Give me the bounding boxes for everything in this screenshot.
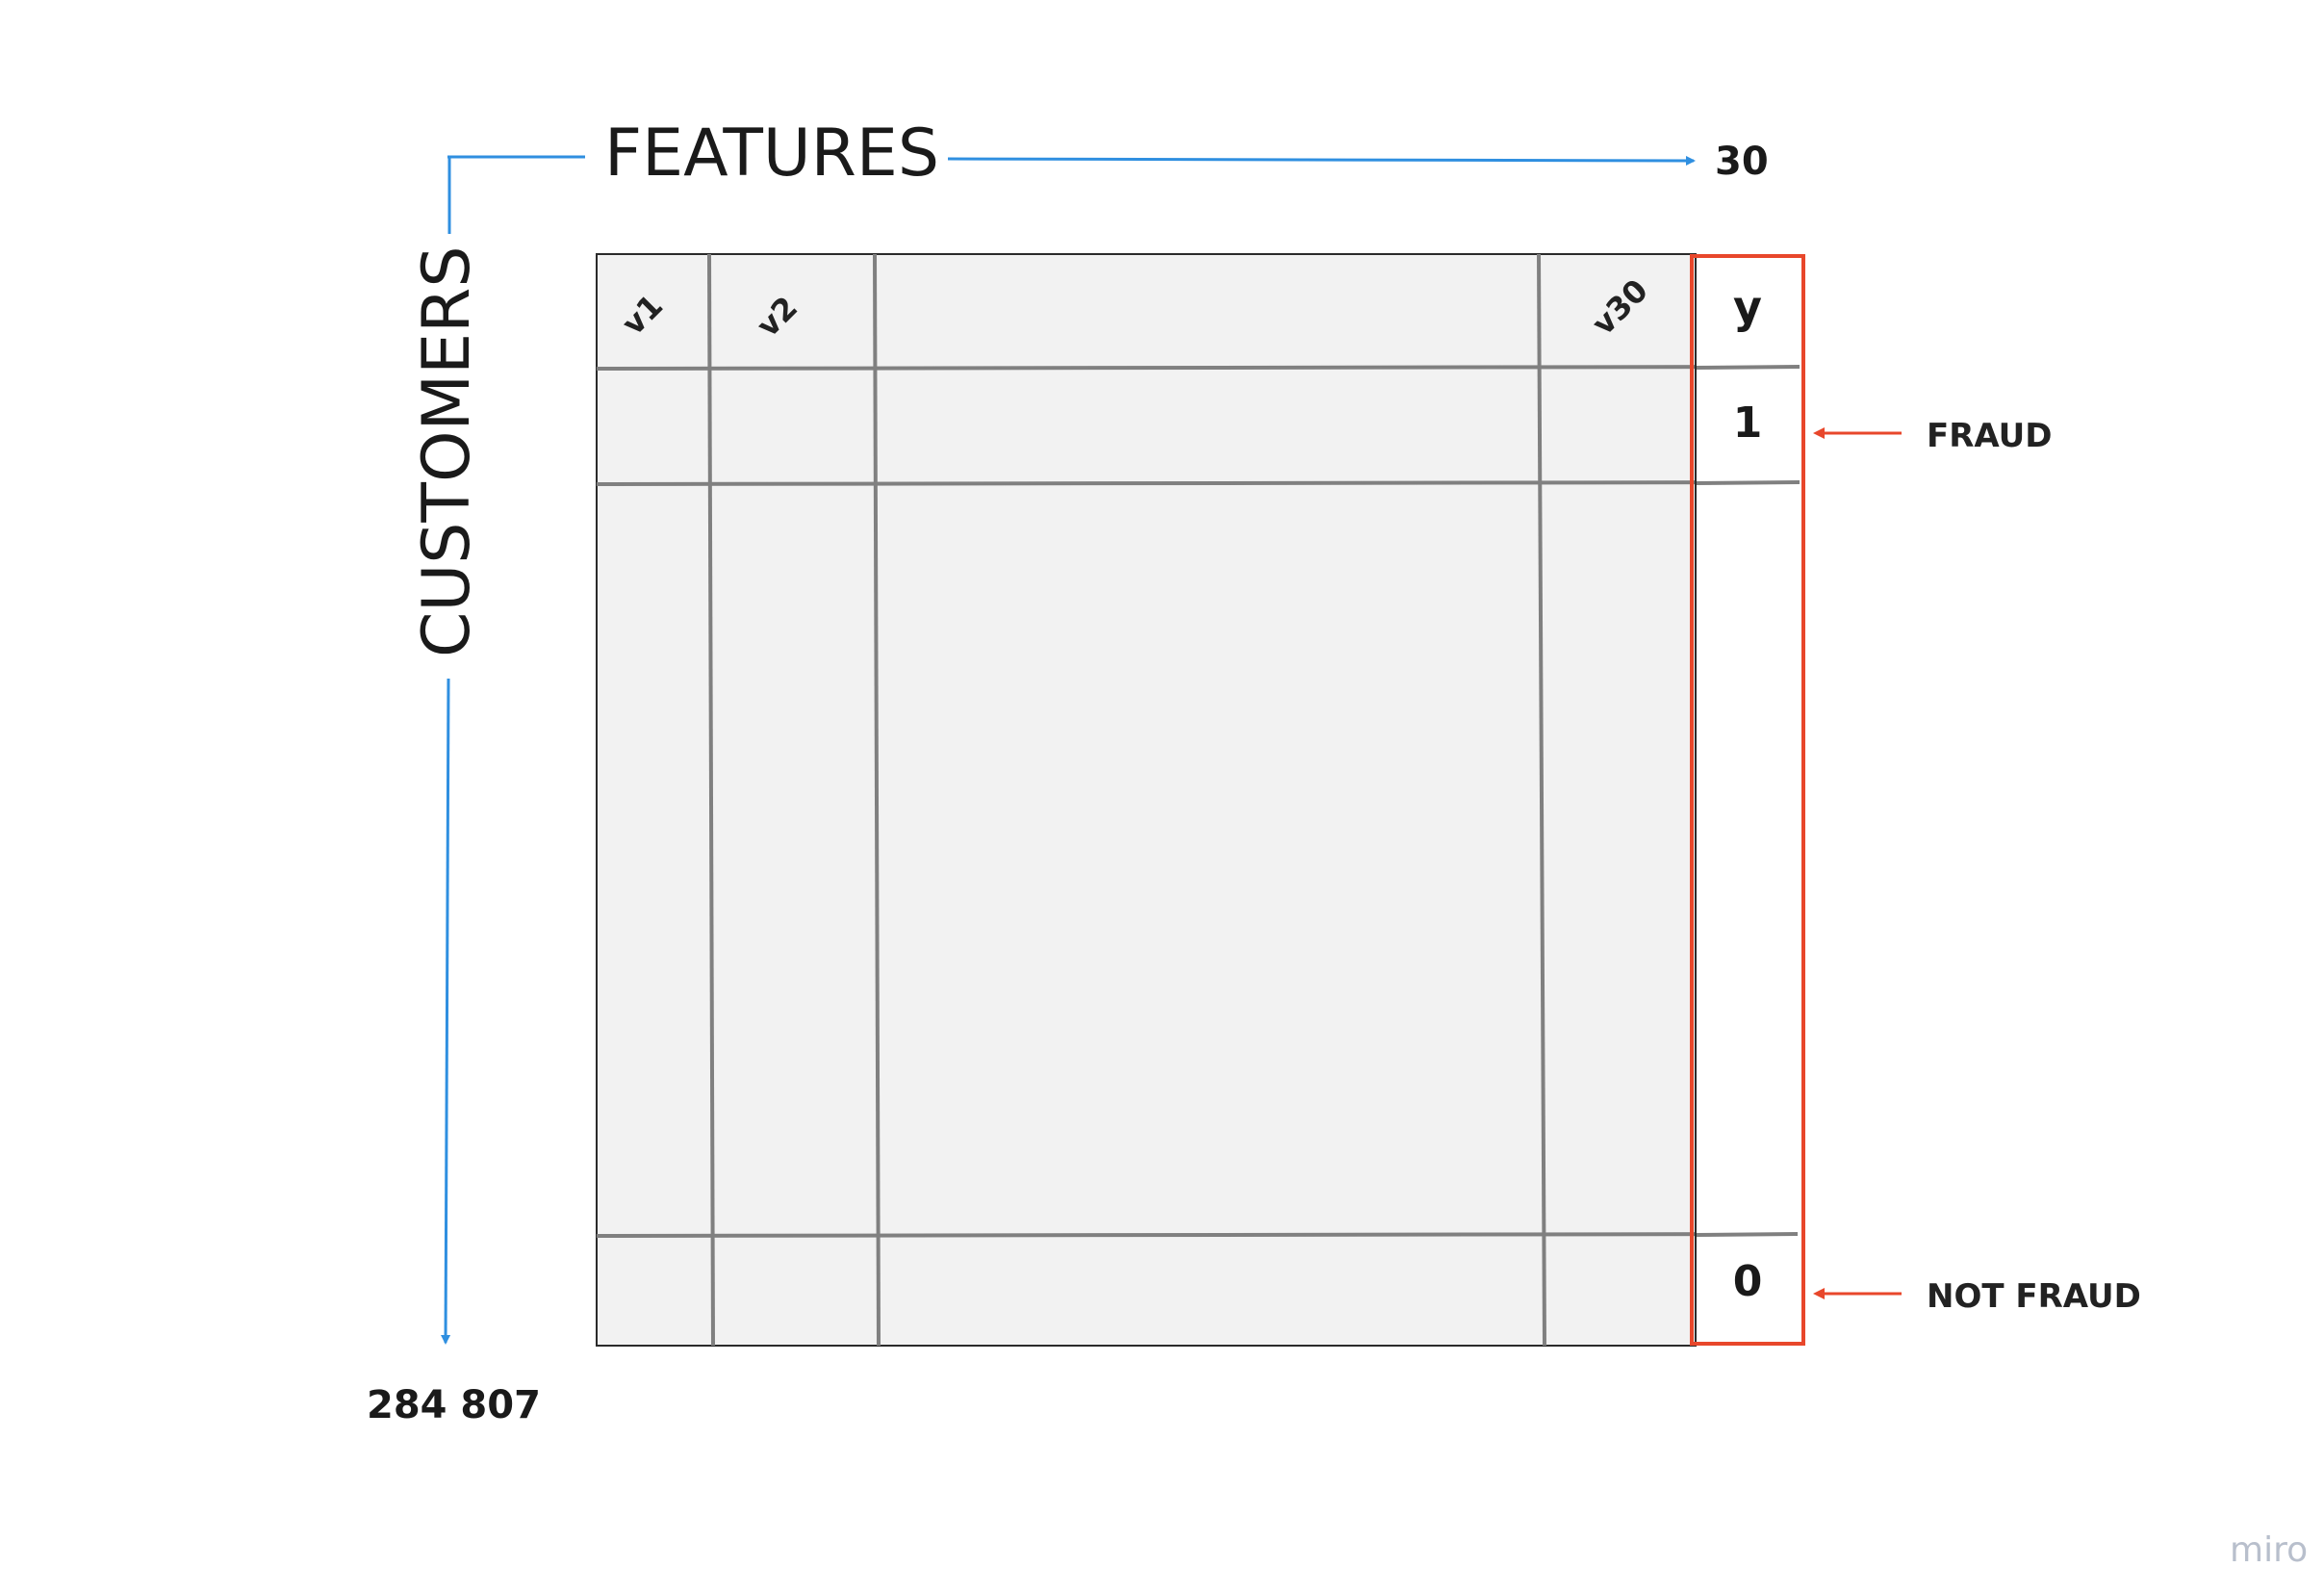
row-divider-first [596, 480, 1800, 486]
col-divider-v2 [873, 253, 881, 1347]
customers-axis-arrow [441, 678, 451, 1345]
target-row-divider-last [1695, 1232, 1799, 1237]
target-value-fraud: 1 [1733, 398, 1763, 448]
target-highlight [1690, 254, 1805, 1346]
features-axis: FEATURES 30 [447, 116, 1769, 192]
features-count: 30 [1715, 140, 1769, 184]
row-divider-header [596, 365, 1800, 371]
not-fraud-label: NOT FRAUD [1927, 1277, 2141, 1316]
customers-label: CUSTOMERS [409, 245, 485, 657]
miro-watermark: miro [2230, 1530, 2308, 1570]
target-header: y [1733, 281, 1762, 333]
matrix-background [596, 253, 1697, 1347]
col-divider-v30 [1537, 253, 1546, 1347]
features-label: FEATURES [604, 116, 939, 192]
customers-count: 284 807 [367, 1383, 541, 1427]
data-matrix: v1 v2 v30 y 1 0 [596, 253, 1801, 1347]
target-value-not-fraud: 0 [1733, 1257, 1763, 1306]
row-divider-last [596, 1232, 1799, 1238]
target-highlight-box [1690, 254, 1805, 1346]
target-row-divider-first [1695, 480, 1800, 485]
target-column [1696, 256, 1801, 1344]
customers-axis: CUSTOMERS 284 807 [367, 156, 541, 1427]
fraud-label: FRAUD [1927, 417, 2053, 455]
col-divider-v1 [707, 253, 715, 1347]
features-axis-arrow [947, 155, 1696, 166]
fraud-annotation: FRAUD [1813, 417, 2053, 455]
not-fraud-annotation: NOT FRAUD [1813, 1277, 2141, 1316]
target-row-divider-header [1695, 365, 1800, 370]
